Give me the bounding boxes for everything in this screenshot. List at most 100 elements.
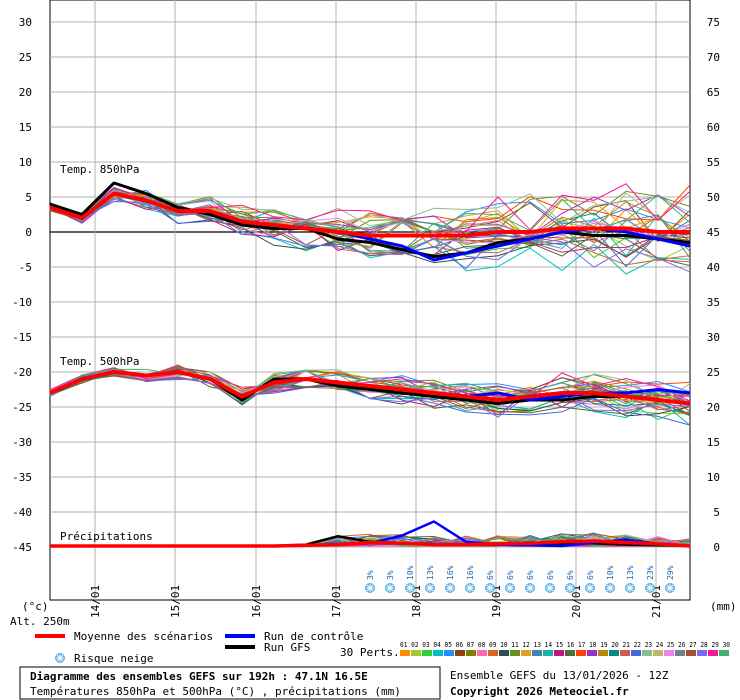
snowflake-shape xyxy=(606,584,614,592)
snowflake-icon xyxy=(645,583,655,593)
snowflake-icon xyxy=(565,583,575,593)
right-tick-label: 25 xyxy=(707,366,720,379)
left-tick-label: 30 xyxy=(19,16,32,29)
date-label: 21/01 xyxy=(650,585,663,618)
right-tick-label: 75 xyxy=(707,16,720,29)
left-tick-label: 25 xyxy=(19,51,32,64)
right-tick-label: 65 xyxy=(707,86,720,99)
right-tick-label: 35 xyxy=(707,296,720,309)
pert-swatch xyxy=(400,650,410,656)
date-label: 19/01 xyxy=(490,585,503,618)
right-unit: (mm) xyxy=(710,600,737,613)
footer-title: Diagramme des ensembles GEFS sur 192h : … xyxy=(30,670,368,683)
snowflake-icon xyxy=(365,583,375,593)
left-tick-label: 5 xyxy=(25,191,32,204)
snow-risk-row: 3% 3% 10% 13% 16% 16% 6% 6% 6% 6% 6% 6% 10% 13% 23% 29% xyxy=(365,565,675,593)
pert-line-t850 xyxy=(49,195,691,275)
right-tick-label: 50 xyxy=(707,191,720,204)
pert-swatch xyxy=(499,650,509,656)
pert-swatch xyxy=(477,650,487,656)
label-precip: Précipitations xyxy=(60,530,153,543)
pert-swatch xyxy=(466,650,476,656)
pert-swatch xyxy=(631,650,641,656)
pert-line-t500 xyxy=(49,368,691,399)
right-tick-label: 5 xyxy=(713,506,720,519)
snowflake-shape xyxy=(526,584,534,592)
legend-gfs-swatch xyxy=(225,645,255,649)
left-tick-label: -20 xyxy=(12,366,32,379)
right-tick-label: 20 xyxy=(707,401,720,414)
gfs-line-t850 xyxy=(49,181,691,258)
right-tick-label: 45 xyxy=(707,226,720,239)
footer-subtitle: Températures 850hPa et 500hPa (°C) , pré… xyxy=(30,685,401,698)
snowflake-shape xyxy=(406,584,414,592)
right-tick-label: 55 xyxy=(707,156,720,169)
snowflake-icon xyxy=(445,583,455,593)
snowflake-icon xyxy=(425,583,435,593)
snow-risk-value: 6% xyxy=(486,570,495,580)
main-lines xyxy=(49,181,691,548)
pert-swatch xyxy=(664,650,674,656)
date-label: 20/01 xyxy=(570,585,583,618)
snow-risk-value: 29% xyxy=(666,565,675,580)
footer-ensemble: Ensemble GEFS du 13/01/2026 - 12Z xyxy=(450,669,669,682)
right-tick-label: 70 xyxy=(707,51,720,64)
snowflake-icon xyxy=(605,583,615,593)
snowflake-shape xyxy=(486,584,494,592)
pert-swatch xyxy=(521,650,531,656)
mean-line-t500 xyxy=(49,370,691,406)
snow-risk-value: 23% xyxy=(646,565,655,580)
snowflake-shape xyxy=(566,584,574,592)
snowflake-icon xyxy=(625,583,635,593)
plot-frame xyxy=(49,0,691,601)
legend-pert-numbers: 01 02 03 04 05 06 07 08 09 10 11 12 13 1… xyxy=(400,641,730,649)
pert-swatch xyxy=(433,650,443,656)
pert-swatch xyxy=(598,650,608,656)
left-tick-label: -30 xyxy=(12,436,32,449)
snowflake-icon xyxy=(505,583,515,593)
pert-swatch xyxy=(719,650,729,656)
pert-swatch xyxy=(609,650,619,656)
right-tick-label: 40 xyxy=(707,261,720,274)
legend-gfs-label: Run GFS xyxy=(264,641,310,654)
snowflake-shape xyxy=(506,584,514,592)
left-tick-label: -35 xyxy=(12,471,32,484)
snowflake-shape xyxy=(646,584,654,592)
mean-line-t850 xyxy=(49,191,690,238)
footer-box xyxy=(19,666,441,700)
pert-swatch xyxy=(455,650,465,656)
pert-swatch xyxy=(554,650,564,656)
pert-line-t500 xyxy=(49,368,691,418)
legend-control-swatch xyxy=(225,634,255,638)
snowflake-icon xyxy=(465,583,475,593)
snow-risk-value: 16% xyxy=(446,565,455,580)
mean-line-precip xyxy=(50,539,691,548)
snow-risk-value: 6% xyxy=(526,570,535,580)
pert-line-t850 xyxy=(49,198,691,273)
left-tick-label: 10 xyxy=(19,156,32,169)
pert-swatch xyxy=(686,650,696,656)
pert-swatch xyxy=(642,650,652,656)
snow-risk-value: 10% xyxy=(406,565,415,580)
right-tick-label: 10 xyxy=(707,471,720,484)
snow-risk-value: 13% xyxy=(426,565,435,580)
snowflake-shape xyxy=(386,584,394,592)
legend-mean-swatch xyxy=(35,634,65,638)
snowflake-icon xyxy=(485,583,495,593)
pert-swatch xyxy=(532,650,542,656)
left-tick-label: -10 xyxy=(12,296,32,309)
pert-swatch xyxy=(488,650,498,656)
left-tick-label: -5 xyxy=(19,261,32,274)
right-tick-label: 15 xyxy=(707,436,720,449)
snowflake-shape xyxy=(366,584,374,592)
snowflake-shape xyxy=(426,584,434,592)
snowflake-icon xyxy=(385,583,395,593)
snowflake-shape xyxy=(546,584,554,592)
left-tick-label: 0 xyxy=(25,226,32,239)
snowflake-icon xyxy=(545,583,555,593)
snow-risk-value: 3% xyxy=(386,570,395,580)
label-t500: Temp. 500hPa xyxy=(60,355,139,368)
pert-swatch xyxy=(653,650,663,656)
pert-swatch xyxy=(444,650,454,656)
snowflake-icon xyxy=(665,583,675,593)
